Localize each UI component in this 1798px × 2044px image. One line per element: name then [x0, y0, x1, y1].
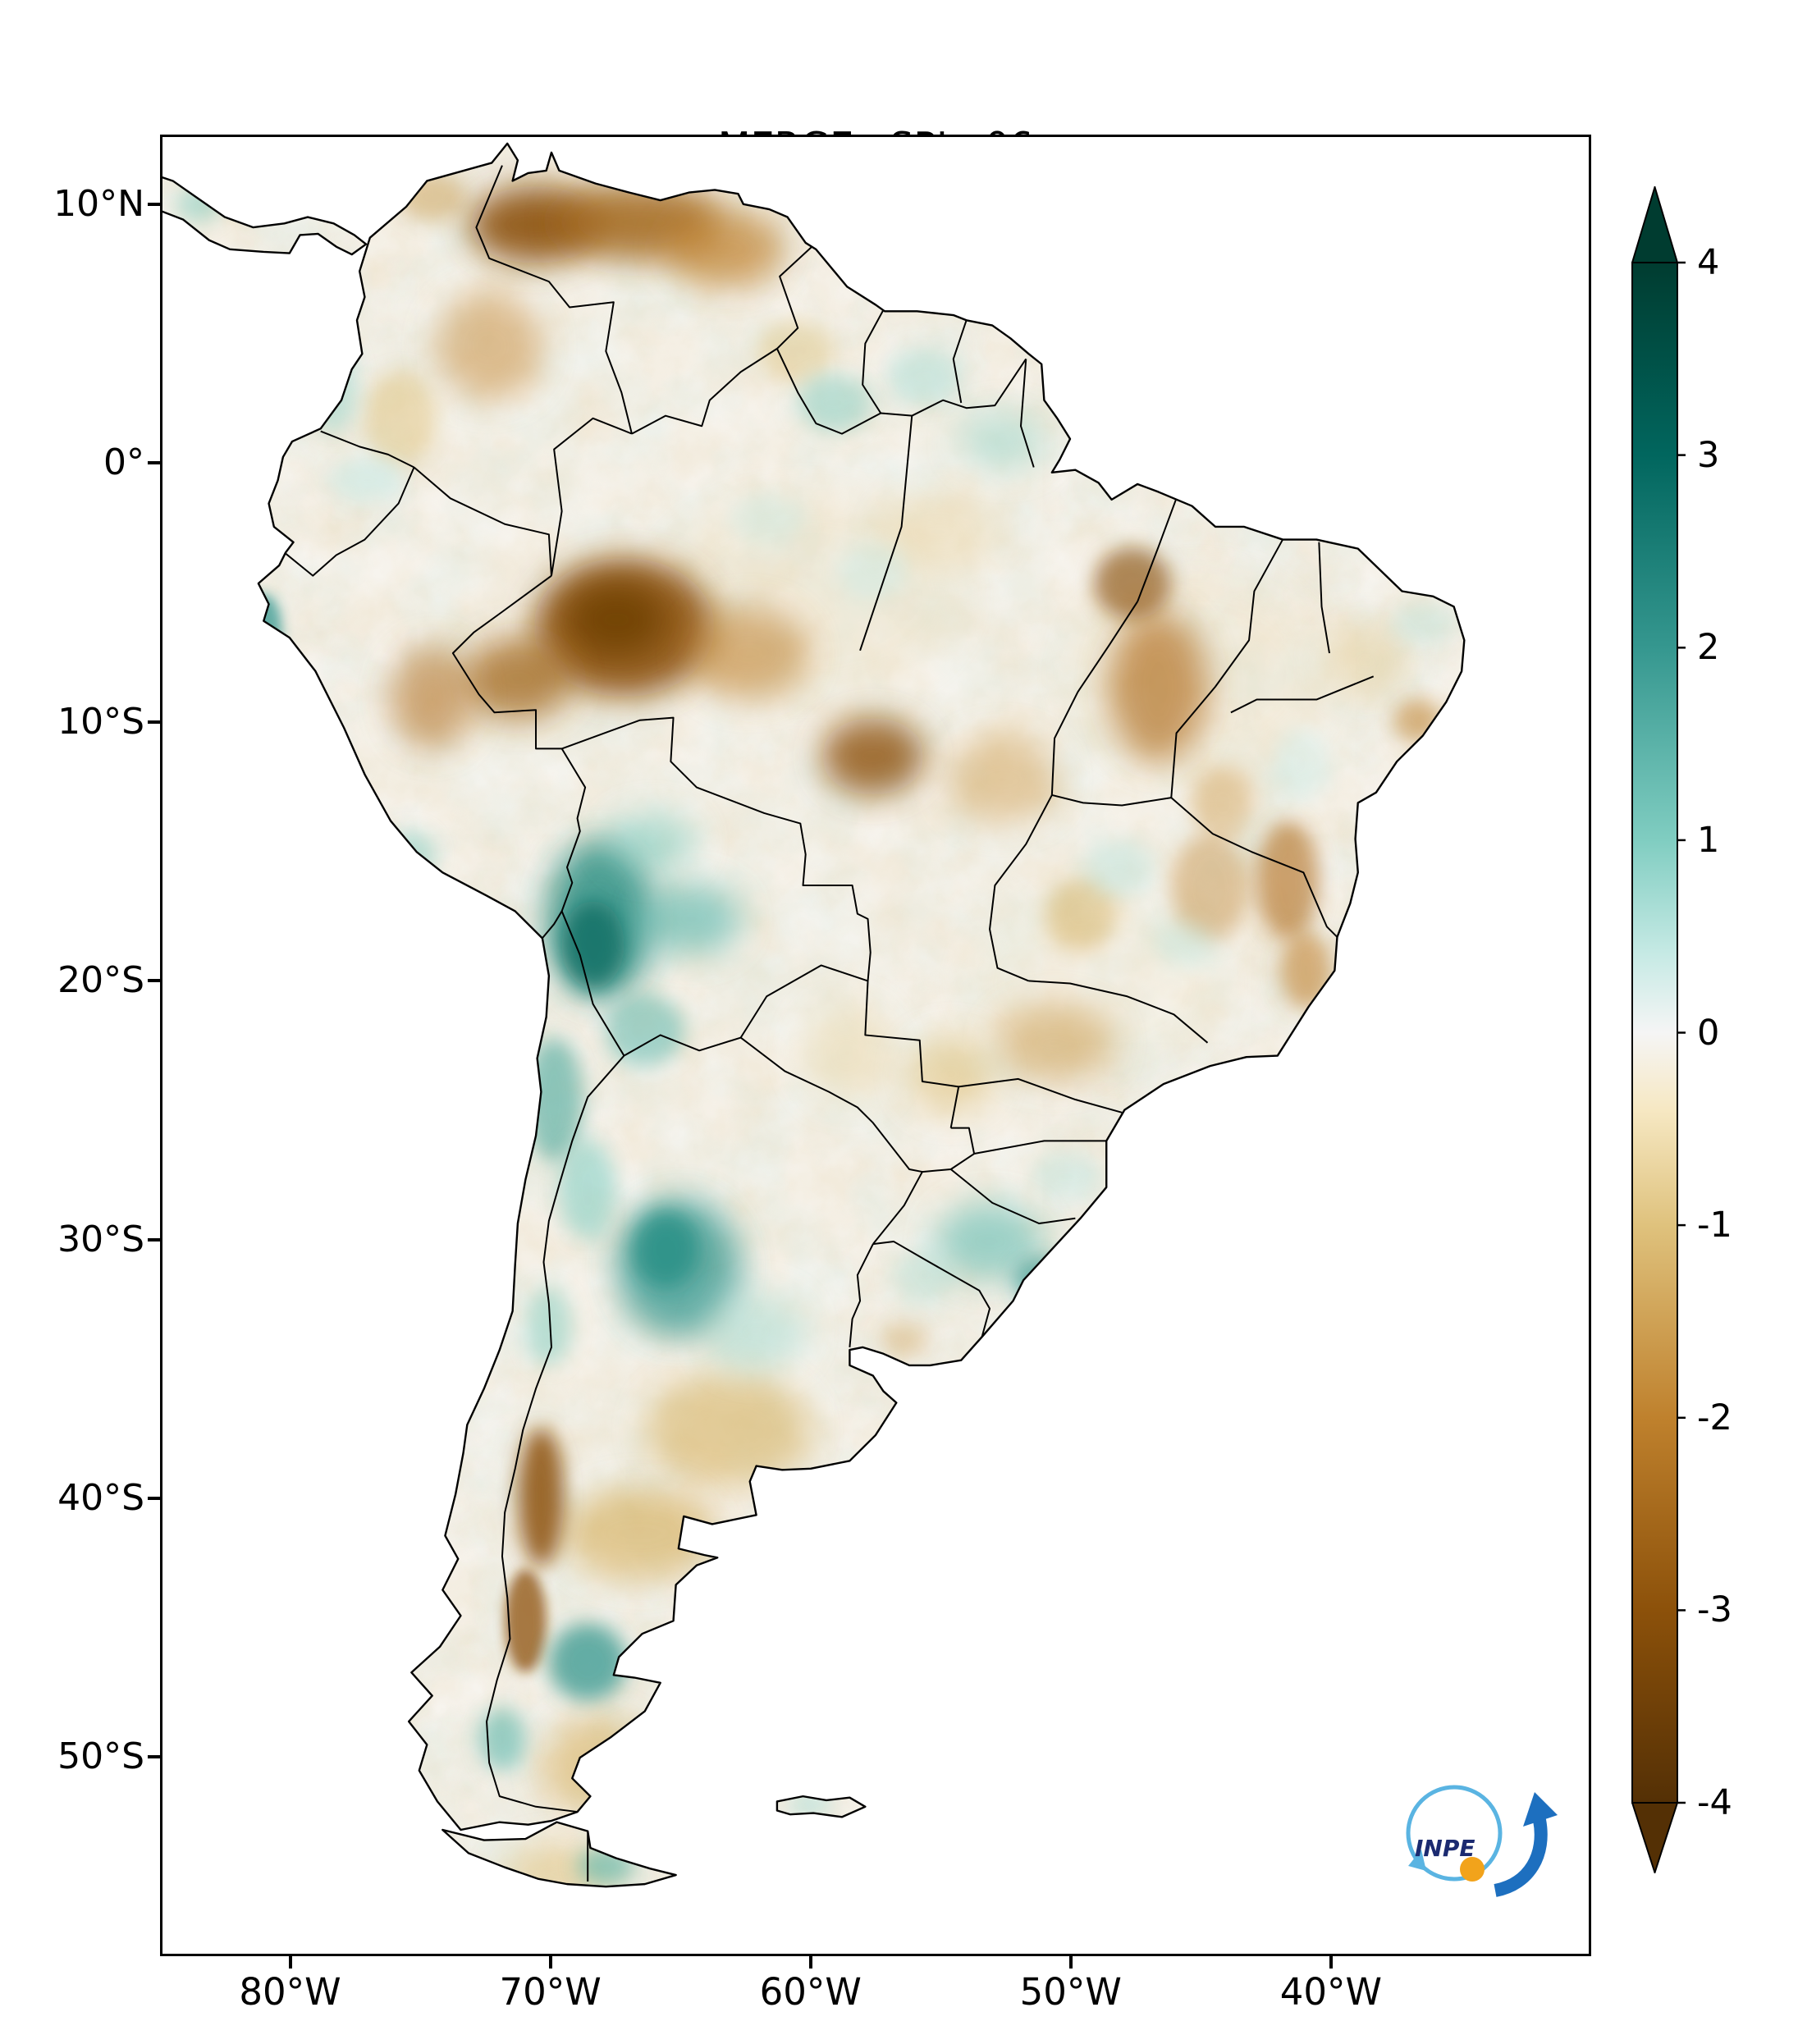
x-axis-tick-mark: [808, 1956, 812, 1969]
y-axis-tick-mark: [148, 461, 160, 465]
y-axis-tick-mark: [148, 720, 160, 724]
y-axis-tick-mark: [148, 1496, 160, 1500]
colorbar: [1631, 186, 1689, 1873]
colorbar-tick-label: 3: [1697, 434, 1720, 476]
logo-planet-icon: [1460, 1857, 1485, 1882]
colorbar-tick-label: 1: [1697, 819, 1720, 861]
south-america-spi-map: [162, 142, 1466, 1888]
x-axis-tick-mark: [548, 1956, 552, 1969]
y-axis-tick-label: 50°S: [57, 1735, 144, 1778]
colorbar-tick-label: 0: [1697, 1012, 1720, 1054]
logo-arrowhead-icon: [1523, 1792, 1558, 1827]
x-axis-tick-mark: [1329, 1956, 1333, 1969]
x-axis-tick-label: 60°W: [759, 1970, 862, 2014]
x-axis-tick-label: 70°W: [499, 1970, 602, 2014]
colorbar-tick-label: -1: [1697, 1205, 1732, 1246]
y-axis-tick-label: 20°S: [57, 959, 144, 1002]
colorbar-tick-label: 4: [1697, 242, 1720, 283]
x-axis-tick-mark: [288, 1956, 292, 1969]
map-frame: INPE: [160, 135, 1591, 1956]
x-axis-tick-label: 80°W: [239, 1970, 341, 2014]
y-axis-tick-label: 30°S: [57, 1218, 144, 1260]
x-axis-tick-label: 50°W: [1019, 1970, 1122, 2014]
inpe-logo: INPE: [1372, 1769, 1577, 1905]
coastline-layer: [162, 142, 1466, 1888]
colorbar-tick-label: -4: [1697, 1782, 1732, 1823]
colorbar-tick-label: 2: [1697, 627, 1720, 669]
inpe-logo-text: INPE: [1415, 1835, 1475, 1862]
y-axis-tick-label: 40°S: [57, 1476, 144, 1519]
y-axis-tick-mark: [148, 1237, 160, 1241]
x-axis-tick-label: 40°W: [1279, 1970, 1383, 2014]
colorbar-tick-label: -3: [1697, 1589, 1732, 1631]
logo-arrow-icon: [1494, 1818, 1548, 1897]
colorbar-tick-label: -2: [1697, 1397, 1732, 1438]
x-axis-tick-mark: [1068, 1956, 1073, 1969]
spi-field-layer: [162, 143, 1465, 1887]
logo-orbit-arrowhead-icon: [1408, 1850, 1426, 1871]
y-axis-tick-label: 10°S: [57, 700, 144, 743]
y-axis-tick-label: 0°: [103, 441, 144, 484]
borders-layer: [283, 165, 1375, 1882]
colorbar-gradient: [1631, 186, 1686, 1873]
y-axis-tick-mark: [148, 1755, 160, 1759]
y-axis-tick-label: 10°N: [53, 183, 144, 226]
y-axis-tick-mark: [148, 979, 160, 983]
y-axis-tick-mark: [148, 203, 160, 207]
logo-orbit-icon: [1406, 1785, 1503, 1882]
